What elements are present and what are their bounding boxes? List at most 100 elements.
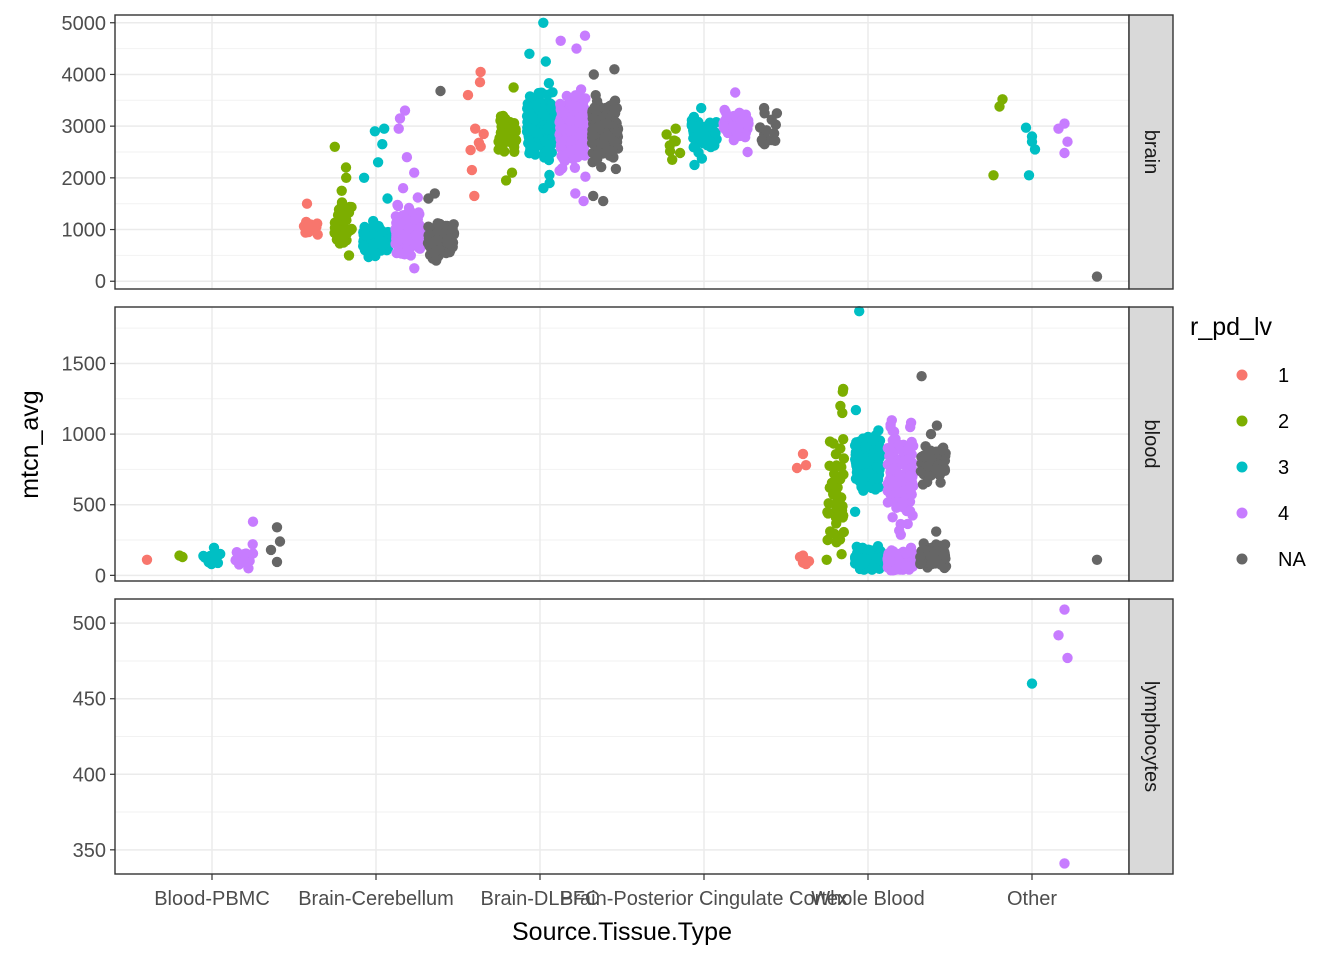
data-point bbox=[791, 462, 803, 474]
legend-key bbox=[1236, 553, 1248, 565]
data-point bbox=[465, 144, 476, 156]
data-point bbox=[925, 428, 937, 440]
data-point bbox=[540, 56, 551, 67]
data-point bbox=[539, 110, 550, 121]
y-tick-label: 1000 bbox=[62, 424, 107, 446]
data-point bbox=[332, 209, 344, 221]
data-point bbox=[423, 221, 434, 232]
data-point bbox=[882, 497, 894, 508]
data-point bbox=[721, 110, 733, 122]
data-point bbox=[525, 139, 536, 151]
data-point bbox=[409, 167, 420, 178]
data-point bbox=[931, 526, 942, 537]
facet-strip-label: brain bbox=[1140, 130, 1162, 174]
data-point bbox=[604, 145, 616, 156]
data-point bbox=[274, 536, 286, 547]
data-point bbox=[887, 512, 898, 523]
data-point bbox=[696, 102, 707, 114]
data-point bbox=[538, 17, 549, 28]
data-point bbox=[431, 255, 442, 266]
data-point bbox=[341, 172, 352, 183]
data-point bbox=[797, 448, 809, 460]
data-point bbox=[709, 140, 720, 151]
legend-label: 3 bbox=[1278, 457, 1289, 479]
data-point bbox=[577, 100, 589, 111]
data-point bbox=[860, 457, 872, 469]
data-point bbox=[423, 193, 434, 204]
data-point bbox=[565, 145, 576, 156]
data-point bbox=[500, 175, 512, 186]
data-point bbox=[905, 421, 916, 433]
data-point bbox=[206, 558, 217, 570]
data-point bbox=[885, 556, 896, 567]
data-point bbox=[670, 123, 681, 134]
legend-label: NA bbox=[1278, 549, 1306, 571]
x-tick-label: Brain-DLPFC bbox=[481, 888, 600, 910]
data-point bbox=[546, 103, 557, 114]
data-point bbox=[849, 506, 861, 517]
data-point bbox=[727, 121, 739, 133]
data-point bbox=[894, 525, 905, 536]
data-point bbox=[231, 547, 243, 558]
data-point bbox=[372, 157, 384, 168]
x-tick-label: Blood-PBMC bbox=[154, 888, 270, 910]
data-point bbox=[599, 132, 610, 143]
data-point bbox=[576, 118, 588, 130]
data-point bbox=[885, 419, 896, 430]
data-point bbox=[247, 539, 258, 550]
data-point bbox=[544, 169, 555, 181]
data-point bbox=[239, 548, 250, 560]
data-point bbox=[851, 437, 862, 448]
data-point bbox=[866, 435, 878, 446]
data-point bbox=[719, 121, 730, 132]
data-point bbox=[837, 512, 848, 523]
data-point bbox=[907, 510, 918, 521]
data-point bbox=[1020, 122, 1032, 133]
data-point bbox=[598, 195, 609, 207]
data-point bbox=[596, 161, 607, 173]
data-point bbox=[854, 306, 865, 317]
points-brain bbox=[298, 17, 1103, 282]
data-point bbox=[580, 171, 591, 182]
data-point bbox=[988, 170, 999, 181]
data-point bbox=[872, 451, 884, 463]
data-point bbox=[247, 516, 259, 527]
data-point bbox=[586, 137, 598, 149]
y-tick-label: 450 bbox=[73, 689, 106, 711]
data-point bbox=[494, 133, 505, 144]
data-point bbox=[265, 544, 277, 556]
data-point bbox=[904, 483, 915, 494]
data-point bbox=[409, 263, 420, 274]
data-point bbox=[674, 147, 686, 159]
data-point bbox=[506, 167, 518, 178]
data-point bbox=[866, 564, 878, 575]
data-point bbox=[556, 163, 567, 175]
data-point bbox=[340, 162, 352, 173]
data-point bbox=[442, 237, 453, 248]
data-point bbox=[830, 449, 842, 460]
data-point bbox=[558, 107, 569, 119]
data-point bbox=[1059, 147, 1070, 159]
data-point bbox=[890, 487, 902, 498]
data-point bbox=[873, 553, 884, 565]
legend: r_pd_lv 1 2 3 4 NA bbox=[1190, 313, 1306, 571]
data-point bbox=[1062, 136, 1073, 147]
data-point bbox=[360, 230, 371, 241]
x-tick-label: Brain-Cerebellum bbox=[298, 888, 454, 910]
data-point bbox=[565, 116, 576, 128]
data-point bbox=[474, 77, 486, 88]
legend-label: 2 bbox=[1278, 411, 1289, 433]
legend-label: 1 bbox=[1278, 365, 1289, 387]
x-tick-label: Brain-Posterior Cingulate Cortex bbox=[560, 888, 848, 910]
points-blood bbox=[141, 306, 1103, 576]
y-axis-title: mtcn_avg bbox=[16, 390, 44, 498]
data-point bbox=[377, 139, 388, 150]
y-tick-label: 500 bbox=[73, 613, 106, 635]
data-point bbox=[396, 248, 407, 259]
data-point bbox=[1091, 554, 1103, 565]
data-point bbox=[1062, 652, 1073, 664]
data-point bbox=[571, 43, 582, 54]
data-point bbox=[609, 103, 620, 115]
data-point bbox=[822, 534, 833, 546]
facet-strip-label: lymphocytes bbox=[1140, 681, 1162, 792]
